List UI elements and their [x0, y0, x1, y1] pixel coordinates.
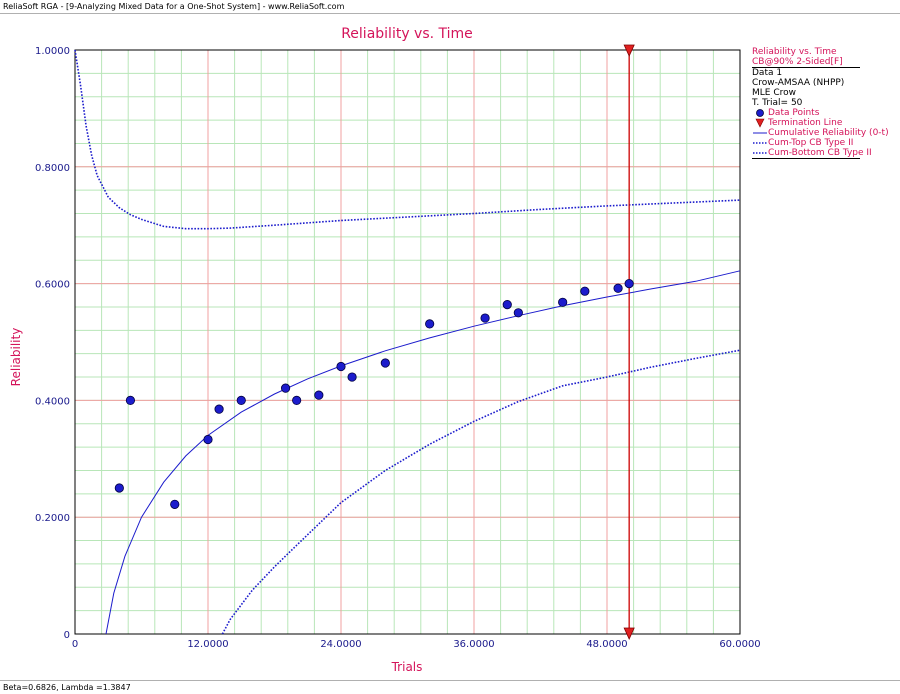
y-axis-label: Reliability — [9, 328, 23, 387]
data-point — [214, 404, 224, 414]
termination-layer — [623, 44, 635, 640]
chart-title: Reliability vs. Time — [341, 26, 473, 42]
plot-frame — [74, 49, 741, 635]
y-tick-label: 0.8000 — [35, 163, 70, 174]
x-tick-label: 0 — [72, 639, 78, 650]
y-tick-label: 0.2000 — [35, 513, 70, 524]
series-line-0 — [105, 270, 741, 635]
legend-info-trial: T. Trial= 50 — [752, 98, 803, 108]
dotted-line-icon — [752, 138, 768, 148]
data-point — [114, 483, 124, 493]
dotted-line-icon — [752, 148, 768, 158]
x-tick-label: 48.0000 — [586, 639, 627, 650]
legend-entry-cumulative: Cumulative Reliability (0-t) — [752, 128, 889, 138]
data-point — [280, 383, 291, 393]
data-point — [380, 358, 390, 368]
minor-grid — [74, 49, 741, 635]
x-tick-label: 12.0000 — [187, 639, 228, 650]
y-tick-label: 0.6000 — [35, 280, 70, 291]
solid-line-icon — [752, 128, 768, 138]
data-points — [114, 278, 634, 509]
y-axis-ticks: 0 0.2000 0.4000 0.6000 0.8000 1.0000 — [35, 46, 70, 641]
legend-label: Termination Line — [768, 118, 843, 128]
data-point — [125, 395, 136, 405]
termination-marker-top — [623, 44, 635, 57]
data-point — [203, 434, 213, 445]
legend: Reliability vs. Time CB@90% 2-Sided[F] D… — [752, 47, 889, 159]
legend-label: Cum-Bottom CB Type II — [768, 148, 872, 158]
data-point — [580, 286, 590, 296]
legend-entry-termination: Termination Line — [752, 118, 860, 128]
x-axis-ticks: 0 12.0000 24.0000 36.0000 48.0000 60.0000 — [72, 639, 761, 650]
legend-label: Cumulative Reliability (0-t) — [768, 128, 889, 138]
data-point — [347, 372, 357, 382]
series-layer — [74, 49, 741, 635]
data-point — [558, 297, 568, 307]
legend-label: Data Points — [768, 108, 820, 118]
legend-info-method: MLE Crow — [752, 88, 796, 98]
legend-label: Cum-Top CB Type II — [768, 138, 854, 148]
status-bar: Beta=0.6826, Lambda =1.3847 — [0, 680, 900, 694]
legend-info-model: Crow-AMSAA (NHPP) — [752, 78, 845, 88]
data-point — [624, 278, 634, 289]
x-tick-label: 36.0000 — [453, 639, 494, 650]
legend-entry-top-cb: Cum-Top CB Type II — [752, 138, 860, 148]
major-grid — [74, 49, 741, 635]
data-point — [292, 395, 302, 405]
window-title: ReliaSoft RGA - [9-Analyzing Mixed Data … — [0, 0, 900, 14]
data-point — [170, 499, 180, 509]
data-point — [236, 395, 246, 405]
x-tick-label: 24.0000 — [320, 639, 361, 650]
legend-title: Reliability vs. Time — [752, 47, 837, 57]
y-tick-label: 1.0000 — [35, 46, 70, 57]
data-point — [502, 300, 512, 310]
y-tick-label: 0.4000 — [35, 396, 70, 407]
reliability-chart: Reliability vs. Time 0 12.0000 24.0000 36.0… — [9, 26, 761, 674]
series-line-1 — [74, 49, 741, 230]
data-point — [513, 308, 523, 318]
legend-entry-bottom-cb: Cum-Bottom CB Type II — [752, 148, 872, 159]
data-point — [480, 313, 490, 323]
dot-icon — [752, 108, 768, 118]
data-point — [336, 361, 346, 372]
x-tick-label: 60.0000 — [719, 639, 760, 650]
legend-entry-data-points: Data Points — [752, 108, 860, 118]
legend-info-data: Data 1 — [752, 68, 783, 78]
termination-marker-bottom — [623, 627, 635, 640]
data-point — [314, 390, 324, 400]
data-point — [425, 319, 435, 329]
x-axis-label: Trials — [391, 660, 423, 674]
data-point — [613, 283, 623, 293]
triangle-icon — [752, 118, 768, 128]
y-tick-label: 0 — [64, 630, 70, 641]
legend-subtitle: CB@90% 2-Sided[F] — [752, 57, 860, 68]
series-line-2 — [221, 349, 741, 635]
